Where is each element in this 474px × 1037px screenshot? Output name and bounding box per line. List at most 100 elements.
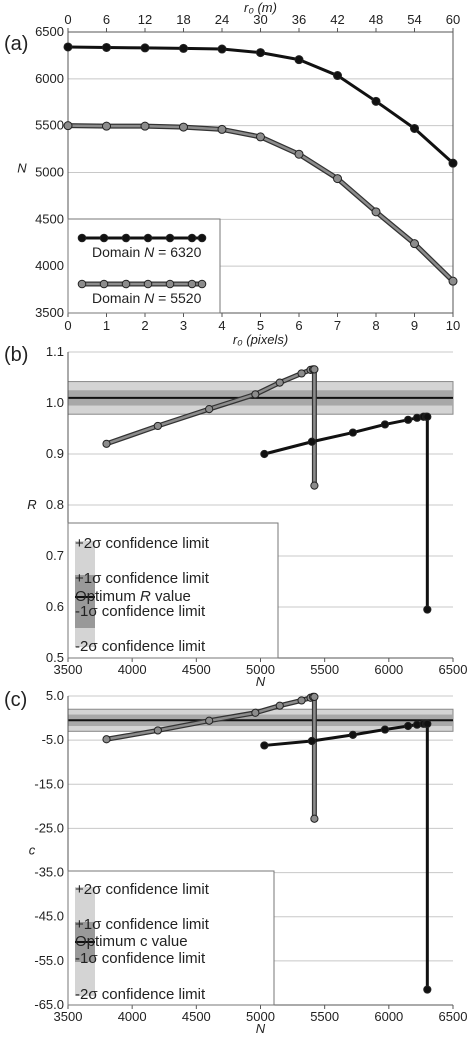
x-tick-label: 3 bbox=[180, 318, 187, 333]
data-point bbox=[179, 122, 188, 132]
legend-marker bbox=[143, 279, 153, 289]
data-point bbox=[348, 730, 357, 739]
data-point bbox=[205, 716, 214, 725]
x-tick-label: 4000 bbox=[118, 662, 147, 677]
data-point bbox=[310, 692, 319, 701]
x-tick-label: 8 bbox=[372, 318, 379, 333]
x2-tick-label: 48 bbox=[369, 12, 383, 27]
legend-label: Domain N = 5520 bbox=[92, 290, 202, 306]
data-point bbox=[297, 696, 306, 705]
legend-marker bbox=[187, 279, 197, 289]
y-tick-label: -15.0 bbox=[34, 776, 64, 791]
x2-tick-label: 24 bbox=[215, 12, 229, 27]
x-axis-title: N bbox=[256, 1021, 266, 1036]
legend: Domain N = 6320 Domain N = 5520 bbox=[67, 218, 221, 314]
data-point bbox=[102, 42, 111, 52]
data-point bbox=[403, 721, 413, 731]
y-tick-label: -55.0 bbox=[34, 953, 64, 968]
data-point bbox=[294, 55, 304, 65]
x-tick-label: 6 bbox=[295, 318, 302, 333]
x-tick-label: 0 bbox=[64, 318, 71, 333]
y-axis-title: c bbox=[29, 843, 36, 858]
y-tick-label: 1.1 bbox=[46, 344, 64, 359]
x2-tick-label: 30 bbox=[253, 12, 267, 27]
data-point bbox=[333, 174, 342, 184]
y-axis-title: N bbox=[17, 161, 27, 176]
x2-tick-label: 42 bbox=[330, 12, 344, 27]
data-point bbox=[310, 481, 319, 490]
data-point bbox=[275, 378, 284, 387]
x-tick-label: 3500 bbox=[54, 662, 83, 677]
legend-marker bbox=[77, 279, 87, 289]
data-point bbox=[179, 43, 188, 53]
y-tick-label: -5.0 bbox=[42, 732, 64, 747]
data-point bbox=[423, 412, 432, 421]
data-point bbox=[260, 449, 269, 459]
legend: +2σ confidence limit +1σ confidence limit… bbox=[67, 870, 275, 1006]
y-tick-label: -25.0 bbox=[34, 820, 64, 835]
x-tick-label: 7 bbox=[334, 318, 341, 333]
legend-label: +2σ confidence limit bbox=[75, 535, 210, 552]
x2-tick-label: 36 bbox=[292, 12, 306, 27]
data-point bbox=[251, 708, 260, 717]
data-point bbox=[256, 48, 265, 58]
x-tick-label: 10 bbox=[446, 318, 460, 333]
x-tick-label: 6500 bbox=[439, 662, 468, 677]
data-point bbox=[310, 365, 319, 374]
series-line bbox=[264, 722, 429, 990]
x2-tick-label: 6 bbox=[103, 12, 110, 27]
legend-marker bbox=[197, 279, 207, 289]
y-tick-label: 5000 bbox=[35, 165, 64, 180]
legend-marker bbox=[121, 279, 131, 289]
legend-marker bbox=[143, 233, 153, 243]
x-tick-label: 4 bbox=[218, 318, 225, 333]
x2-axis-title: r₀ (m) bbox=[244, 0, 277, 15]
x-tick-label: 5 bbox=[257, 318, 264, 333]
data-point bbox=[63, 42, 73, 52]
legend-label: Domain N = 6320 bbox=[92, 244, 202, 260]
data-point bbox=[294, 149, 304, 159]
y-tick-label: -45.0 bbox=[34, 909, 64, 924]
data-point bbox=[448, 276, 458, 286]
legend-marker bbox=[187, 233, 197, 243]
panel-label-a: (a) bbox=[4, 33, 28, 55]
data-point bbox=[140, 121, 150, 131]
x-tick-label: 6500 bbox=[439, 1009, 468, 1024]
series-line bbox=[67, 45, 455, 165]
y-tick-label: 4000 bbox=[35, 258, 64, 273]
data-point bbox=[423, 719, 432, 728]
data-point bbox=[307, 736, 316, 746]
legend-label: +1σ confidence limit bbox=[75, 570, 210, 587]
legend-label: -2σ confidence limit bbox=[75, 638, 206, 655]
x-tick-label: 6000 bbox=[374, 662, 403, 677]
data-point bbox=[448, 158, 458, 168]
data-point bbox=[380, 420, 390, 429]
data-point bbox=[205, 405, 214, 414]
x-tick-label: 5000 bbox=[246, 662, 275, 677]
x-tick-label: 5500 bbox=[310, 662, 339, 677]
panel-label-c: (c) bbox=[4, 689, 27, 711]
legend-label: +2σ confidence limit bbox=[75, 881, 210, 898]
legend-label: Optimum R value bbox=[75, 588, 191, 605]
x-tick-label: 9 bbox=[411, 318, 418, 333]
x-tick-label: 5500 bbox=[310, 1009, 339, 1024]
x-tick-label: 6000 bbox=[374, 1009, 403, 1024]
legend-label: -2σ confidence limit bbox=[75, 986, 206, 1003]
x-tick-label: 4500 bbox=[182, 662, 211, 677]
x-axis-title: r₀ (pixels) bbox=[233, 332, 288, 347]
panel-label-b: (b) bbox=[4, 344, 28, 366]
data-point bbox=[333, 71, 342, 81]
legend-box bbox=[67, 522, 279, 659]
legend-label: -1σ confidence limit bbox=[75, 603, 206, 620]
data-point bbox=[348, 428, 357, 437]
data-point bbox=[153, 726, 162, 735]
y-tick-label: 1.0 bbox=[46, 395, 64, 410]
legend-label: Optimum c value bbox=[75, 933, 188, 950]
legend-box bbox=[67, 870, 275, 1006]
y-tick-label: 5500 bbox=[35, 118, 64, 133]
y-tick-label: 3500 bbox=[35, 305, 64, 320]
data-point bbox=[256, 132, 265, 142]
data-point bbox=[102, 121, 111, 131]
legend-marker bbox=[197, 233, 207, 243]
